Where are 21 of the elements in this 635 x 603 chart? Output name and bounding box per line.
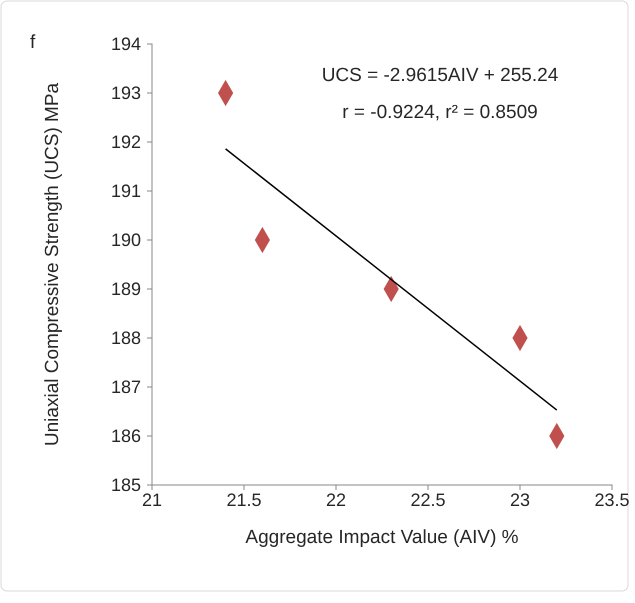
x-tick-label: 22.5: [410, 490, 446, 510]
y-tick-label: 188: [110, 328, 141, 348]
x-tick-label: 23.5: [594, 490, 630, 510]
x-tick-label: 23: [510, 490, 530, 510]
y-tick-label: 192: [110, 132, 141, 152]
x-axis-title: Aggregate Impact Value (AIV) %: [245, 527, 519, 548]
y-tick-label: 186: [110, 426, 141, 446]
annotation: UCS = -2.9615AIV + 255.24: [322, 65, 559, 86]
y-tick-label: 194: [110, 34, 141, 54]
y-tick-label: 185: [110, 474, 141, 495]
x-tick-label: 21: [142, 490, 162, 510]
x-tick-label: 21.5: [226, 490, 262, 510]
y-tick-label: 189: [110, 278, 141, 299]
text: f: [30, 32, 36, 53]
x-tick-label: 22: [326, 490, 346, 510]
y-tick-label: 190: [110, 230, 141, 250]
annotation: r = -0.9224, r² = 0.8509: [342, 102, 538, 123]
y-tick-label: 191: [110, 180, 141, 201]
y-axis-title: Uniaxial Compressive Strength (UCS) MPa: [42, 82, 63, 446]
y-tick-label: 187: [110, 376, 141, 397]
y-tick-label: 193: [110, 82, 141, 103]
